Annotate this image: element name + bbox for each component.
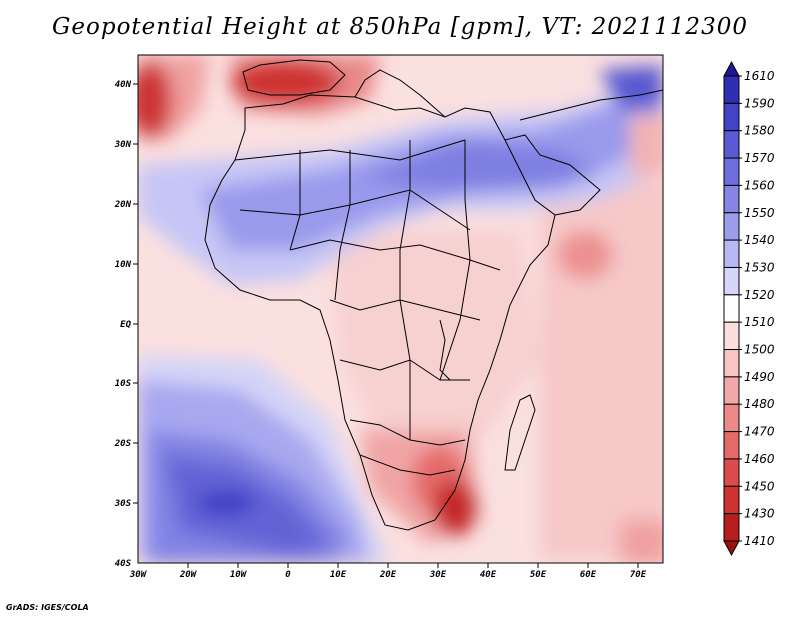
lat-tick-label: 30N [114,140,132,150]
lon-tick-label: 30E [429,570,447,580]
lon-tick-label: 10W [230,570,248,580]
colorbar: 1610 1590 1580 1570 1560 1550 1540 1530 1520 1510… [723,60,775,557]
colorbar-cell [723,376,740,405]
colorbar-cell [723,266,740,296]
lat-tick-label: 30S [114,499,132,509]
colorbar-bottom-arrow [723,540,740,557]
colorbar-label: 1500 [744,343,775,357]
colorbar-cell [723,212,740,241]
lon-tick-label: 50E [530,570,547,580]
lat-tick-label: 10S [115,379,132,389]
colorbar-label: 1430 [744,507,775,521]
colorbar-cell [723,458,740,487]
colorbar-cell [723,321,740,351]
lon-axis: 30W 20W 10W 0 10E 20E 30E 40E 50E 60E 70… [129,563,647,580]
lon-tick-label: 20E [379,570,397,580]
lat-tick-label: 10N [115,260,132,270]
lat-tick-label: EQ [120,320,131,330]
map-frame [137,54,664,564]
map-title: Geopotential Height at 850hPa [gpm], VT:… [52,14,748,40]
colorbar-cell [723,102,740,132]
colorbar-cell [723,349,740,378]
lat-tick-label: 20N [114,200,132,210]
colorbar-label: 1610 [744,69,775,83]
lon-tick-label: 0 [285,570,291,580]
lon-tick-label: 20W [179,570,198,580]
height-field [138,55,663,563]
lat-tick-label: 40N [115,80,132,90]
colorbar-cell [723,485,740,515]
colorbar-label: 1520 [744,288,775,302]
colorbar-label: 1410 [744,534,775,548]
colorbar-label: 1480 [744,397,775,411]
colorbar-cell [723,75,740,104]
colorbar-label: 1570 [744,151,775,165]
colorbar-label: 1550 [744,206,775,220]
lat-tick-label: 20S [114,439,132,449]
colorbar-label: 1510 [744,315,775,329]
lat-axis: 40N 30N 20N 10N EQ 10S 20S 30S 40S [114,80,138,569]
colorbar-cell [723,513,740,542]
colorbar-cell [723,294,740,323]
colorbar-label: 1590 [744,96,775,110]
lon-tick-label: 70E [630,570,647,580]
colorbar-cell [723,239,740,268]
lon-tick-label: 40E [480,570,497,580]
colorbar-label: 1460 [744,452,775,466]
colorbar-label: 1530 [744,260,775,274]
colorbar-top-arrow [723,60,740,77]
colorbar-cell [723,184,740,214]
colorbar-cell [723,403,740,433]
colorbar-label: 1450 [744,479,775,493]
lon-tick-label: 10E [330,570,347,580]
colorbar-cell [723,157,740,186]
colorbar-label: 1560 [744,178,775,192]
lon-tick-label: 60E [580,570,597,580]
colorbar-cell [723,130,740,159]
coastlines [204,59,663,531]
colorbar-cell [723,431,740,460]
colorbar-label: 1540 [744,233,775,247]
colorbar-label: 1580 [744,124,775,138]
lon-tick-label: 30W [129,570,148,580]
lat-tick-label: 40S [115,559,132,569]
colorbar-label: 1470 [744,425,775,439]
credit-text: GrADS: IGES/COLA [6,603,89,612]
colorbar-label: 1490 [744,370,775,384]
